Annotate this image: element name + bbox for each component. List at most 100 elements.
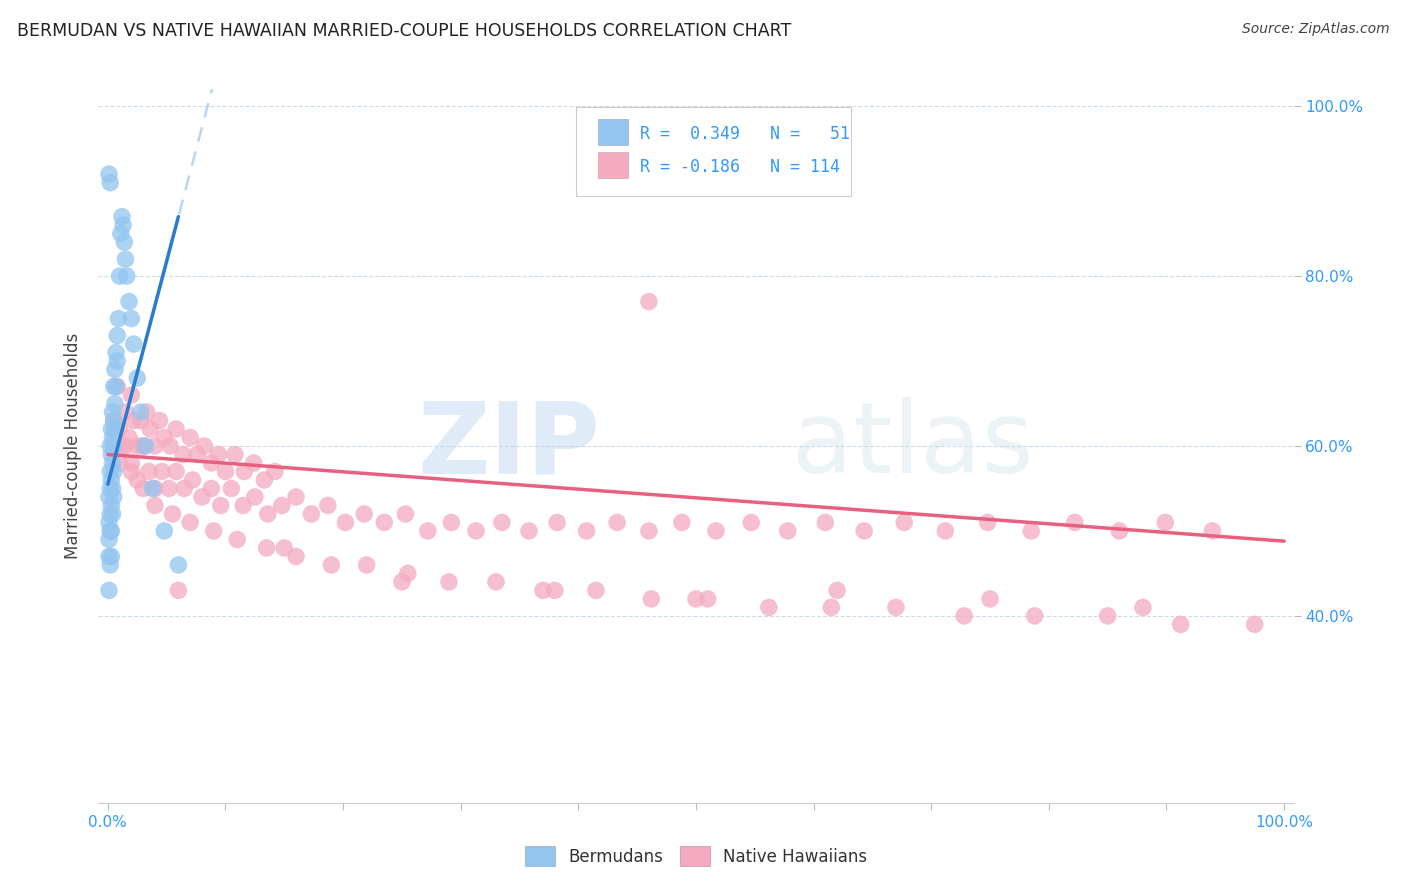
- Point: [104, 422, 127, 436]
- Point: [253, 473, 276, 487]
- Y-axis label: Married-couple Households: Married-couple Households: [65, 333, 83, 559]
- Point: [105, 379, 128, 393]
- Point: [1154, 516, 1177, 530]
- Point: [356, 558, 378, 572]
- Point: [273, 541, 295, 555]
- Point: [114, 252, 136, 266]
- Point: [108, 422, 131, 436]
- Point: [465, 524, 488, 538]
- Point: [285, 549, 308, 564]
- Point: [111, 439, 134, 453]
- Point: [98, 507, 121, 521]
- Point: [98, 482, 121, 496]
- Text: ZIP: ZIP: [418, 398, 600, 494]
- Point: [120, 456, 142, 470]
- Point: [1132, 600, 1154, 615]
- Point: [232, 499, 254, 513]
- Point: [165, 465, 187, 479]
- Point: [132, 439, 155, 453]
- Point: [103, 413, 125, 427]
- Point: [186, 448, 208, 462]
- Legend: Bermudans, Native Hawaiians: Bermudans, Native Hawaiians: [519, 839, 873, 873]
- Point: [105, 379, 128, 393]
- Point: [640, 591, 662, 606]
- Point: [98, 583, 121, 598]
- Text: atlas: atlas: [792, 398, 1033, 494]
- Point: [671, 516, 693, 530]
- Point: [101, 507, 124, 521]
- Point: [105, 328, 128, 343]
- Point: [200, 482, 222, 496]
- Point: [103, 439, 125, 453]
- Point: [100, 422, 122, 436]
- Point: [814, 516, 837, 530]
- Point: [162, 507, 184, 521]
- Text: R =  0.349   N =   51: R = 0.349 N = 51: [640, 125, 849, 143]
- Point: [105, 354, 128, 368]
- Point: [976, 516, 998, 530]
- Point: [1019, 524, 1042, 538]
- Text: R = -0.186   N = 114: R = -0.186 N = 114: [640, 158, 839, 176]
- Point: [122, 337, 145, 351]
- Point: [233, 465, 256, 479]
- Point: [193, 439, 215, 453]
- Point: [150, 465, 173, 479]
- Point: [115, 269, 138, 284]
- Point: [118, 294, 141, 309]
- Point: [696, 591, 718, 606]
- Point: [101, 405, 124, 419]
- Point: [103, 465, 125, 479]
- Point: [256, 541, 278, 555]
- Text: BERMUDAN VS NATIVE HAWAIIAN MARRIED-COUPLE HOUSEHOLDS CORRELATION CHART: BERMUDAN VS NATIVE HAWAIIAN MARRIED-COUP…: [17, 22, 792, 40]
- Point: [243, 490, 266, 504]
- Point: [353, 507, 375, 521]
- Point: [98, 439, 121, 453]
- Point: [101, 456, 124, 470]
- Point: [157, 482, 180, 496]
- Point: [416, 524, 439, 538]
- Point: [1108, 524, 1130, 538]
- Point: [740, 516, 762, 530]
- Point: [285, 490, 308, 504]
- Point: [108, 269, 131, 284]
- Point: [100, 473, 122, 487]
- Point: [129, 405, 152, 419]
- Point: [103, 490, 125, 504]
- Point: [638, 524, 661, 538]
- Point: [100, 448, 122, 462]
- Point: [820, 600, 842, 615]
- Point: [153, 524, 176, 538]
- Point: [685, 591, 707, 606]
- Point: [173, 482, 195, 496]
- Point: [112, 218, 135, 232]
- Point: [953, 608, 976, 623]
- Point: [107, 311, 129, 326]
- Point: [104, 396, 127, 410]
- Point: [271, 499, 294, 513]
- Point: [1201, 524, 1223, 538]
- Point: [485, 574, 508, 589]
- Point: [159, 439, 181, 453]
- Point: [1063, 516, 1085, 530]
- Point: [149, 413, 172, 427]
- Point: [825, 583, 848, 598]
- Point: [110, 227, 132, 241]
- Point: [98, 465, 121, 479]
- Point: [437, 574, 460, 589]
- Point: [256, 507, 278, 521]
- Point: [103, 413, 125, 427]
- Point: [373, 516, 395, 530]
- Point: [221, 482, 243, 496]
- Point: [606, 516, 628, 530]
- Point: [143, 482, 166, 496]
- Point: [112, 235, 135, 249]
- Point: [224, 448, 246, 462]
- Point: [394, 507, 416, 521]
- Point: [100, 524, 122, 538]
- Point: [200, 456, 222, 470]
- Point: [98, 524, 121, 538]
- Point: [531, 583, 554, 598]
- Point: [585, 583, 607, 598]
- Point: [139, 422, 162, 436]
- Point: [1024, 608, 1046, 623]
